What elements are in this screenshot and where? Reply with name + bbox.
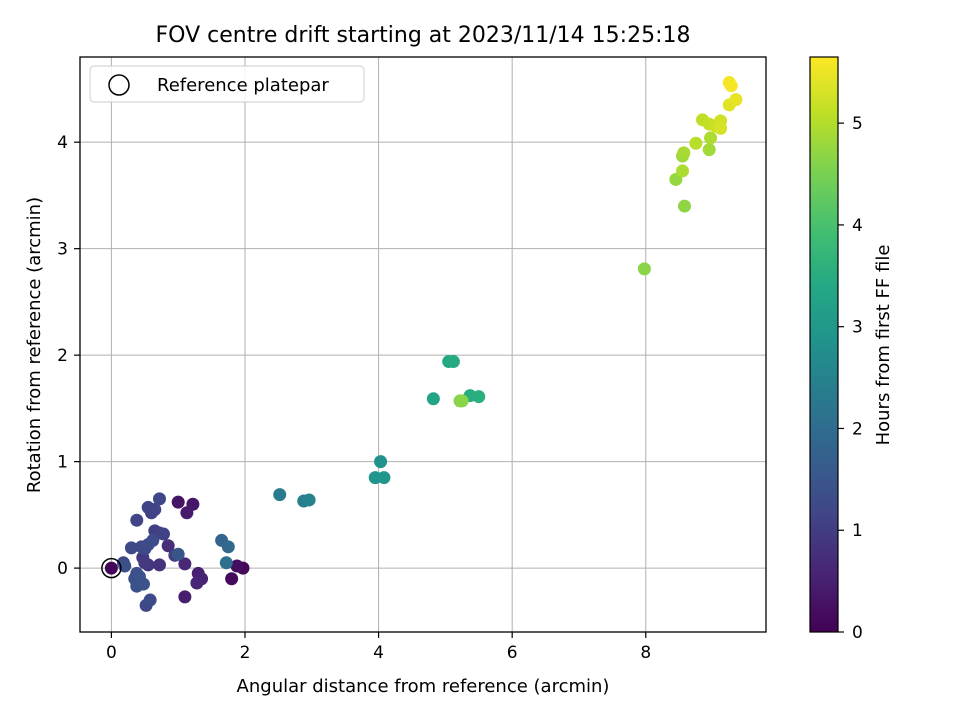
data-point [677,146,691,160]
legend-marker [108,74,130,96]
x-tick-label: 8 [640,643,651,663]
data-point [273,488,287,502]
data-point [138,556,152,570]
colorbar: 0 1 2 3 4 5 Hours from first FF file [809,56,894,643]
data-point [152,492,166,506]
data-point [704,131,718,145]
data-point [156,527,170,541]
data-point [180,506,194,520]
plot-frame [79,56,767,633]
colorbar-label: Hours from first FF file [873,245,894,446]
colorbar-tick-label: 2 [852,419,863,439]
grid-lines [80,57,766,632]
data-point [678,199,692,213]
reference-marker [101,557,122,579]
colorbar-tick-label: 5 [852,114,863,134]
legend-label: Reference platepar [157,75,329,96]
data-point [446,355,460,369]
legend: Reference platepar [89,65,365,103]
x-axis-ticks: 0 2 4 6 8 [106,632,651,663]
data-points [104,76,743,612]
data-point [104,561,118,575]
data-point [130,513,144,527]
data-point [124,541,138,555]
data-point [152,558,166,572]
colorbar-ticks: 0 1 2 3 4 5 [838,114,863,643]
y-tick-label: 4 [57,133,68,153]
data-point [374,455,388,469]
data-point [171,495,185,509]
data-point [676,164,690,178]
data-point [225,572,239,586]
colorbar-gradient [809,56,839,633]
data-point [230,559,244,573]
data-point [724,79,738,93]
y-tick-label: 2 [57,346,68,366]
colorbar-tick-label: 4 [852,216,863,236]
data-point [219,556,233,570]
y-tick-label: 0 [57,559,68,579]
data-point [729,93,743,107]
data-point [637,262,651,276]
data-point [426,392,440,406]
data-point [377,471,391,485]
data-point [148,503,162,517]
y-axis-label: Rotation from reference (arcmin) [24,197,45,493]
colorbar-tick-label: 0 [852,623,863,643]
x-tick-label: 0 [106,643,117,663]
data-point [702,143,716,157]
y-axis-ticks: 0 1 2 3 4 [57,133,80,579]
x-tick-label: 4 [373,643,384,663]
data-point [190,576,204,590]
data-point [302,493,316,507]
data-point [171,547,185,561]
data-point [714,121,728,135]
y-tick-label: 3 [57,240,68,260]
colorbar-tick-label: 1 [852,521,863,541]
data-point [136,577,150,591]
x-tick-label: 2 [240,643,251,663]
data-point [455,394,469,408]
data-point [221,540,235,554]
chart-title: FOV centre drift starting at 2023/11/14 … [156,23,691,48]
data-point [141,538,155,552]
data-point [178,557,192,571]
legend-box [89,65,365,103]
data-point [472,390,486,404]
y-tick-label: 1 [57,453,68,473]
data-point [178,590,192,604]
x-tick-label: 6 [507,643,518,663]
data-point [143,593,157,607]
colorbar-tick-label: 3 [852,318,863,338]
data-point [161,539,175,553]
data-point [689,136,703,150]
reference-point [101,557,122,579]
x-axis-label: Angular distance from reference (arcmin) [237,676,610,697]
